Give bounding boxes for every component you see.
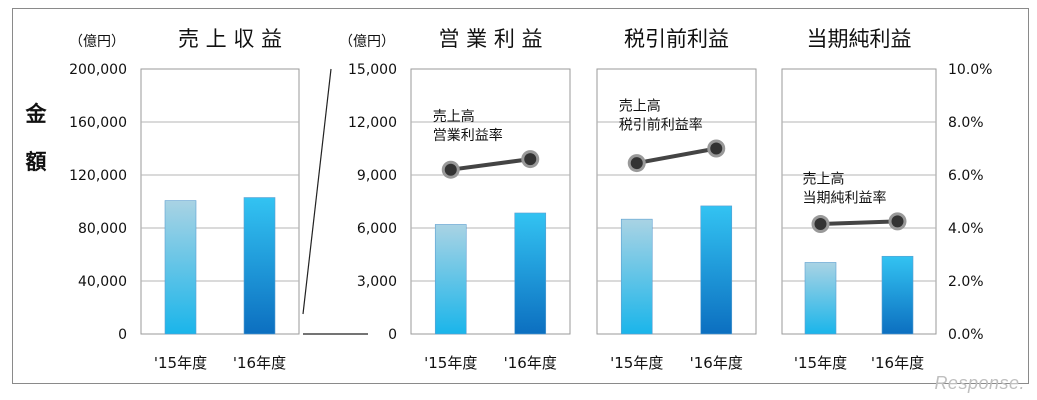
bar: [434, 224, 467, 335]
right-tick-label: 8.0%: [948, 115, 984, 131]
ratio-line: [820, 219, 898, 227]
ratio-marker: [891, 215, 904, 228]
y-tick-label: 3,000: [357, 274, 397, 290]
bar: [700, 205, 733, 335]
ratio-line: [636, 146, 717, 166]
y-tick-label: 80,000: [78, 221, 127, 237]
y-axis-title: 額: [25, 150, 47, 174]
category-label: '15年度: [610, 354, 663, 372]
ratio-marker: [444, 163, 457, 176]
bar: [514, 212, 547, 335]
watermark: Response.: [934, 373, 1025, 393]
ratio-marker: [630, 157, 643, 170]
y-tick-label: 12,000: [348, 115, 397, 131]
ratio-series-label: 税引前利益率: [619, 117, 703, 134]
panel-title: 当期純利益: [807, 27, 912, 51]
ratio-series-label: 売上高: [619, 98, 661, 115]
y-tick-label: 120,000: [69, 168, 127, 184]
y-tick-label: 6,000: [357, 221, 397, 237]
bar: [881, 255, 914, 335]
category-label: '16年度: [504, 354, 557, 372]
bar: [243, 197, 276, 335]
y-tick-label: 200,000: [69, 62, 127, 78]
ratio-series-label: 営業利益率: [433, 127, 503, 144]
bar: [804, 262, 837, 335]
right-tick-label: 2.0%: [948, 274, 984, 290]
y-tick-label: 160,000: [69, 115, 127, 131]
chart-frame: [12, 8, 1029, 384]
category-label: '16年度: [233, 354, 286, 372]
category-label: '16年度: [871, 354, 924, 372]
ratio-series-label: 当期純利益率: [803, 189, 887, 206]
ratio-marker: [814, 218, 827, 231]
panel-title: 税引前利益: [624, 27, 729, 51]
bar: [164, 200, 197, 335]
panel-title: 売 上 収 益: [178, 27, 282, 51]
category-label: '16年度: [690, 354, 743, 372]
ratio-series-label: 売上高: [803, 170, 845, 187]
category-label: '15年度: [794, 354, 847, 372]
y-tick-label: 9,000: [357, 168, 397, 184]
category-label: '15年度: [154, 354, 207, 372]
unit-label: （億円）: [69, 34, 125, 50]
ratio-marker: [710, 142, 723, 155]
scale-connector: [302, 68, 332, 315]
y-tick-label: 0: [118, 327, 127, 343]
bar: [620, 218, 653, 335]
right-tick-label: 10.0%: [948, 62, 992, 78]
right-tick-label: 6.0%: [948, 168, 984, 184]
y-axis-title: 金: [25, 102, 48, 126]
ratio-marker: [524, 153, 537, 166]
right-tick-label: 4.0%: [948, 221, 984, 237]
y-tick-label: 15,000: [348, 62, 397, 78]
y-tick-label: 0: [388, 327, 397, 343]
y-tick-label: 40,000: [78, 274, 127, 290]
panel-title: 営 業 利 益: [438, 27, 542, 51]
ratio-series-label: 売上高: [433, 108, 475, 125]
category-label: '15年度: [424, 354, 477, 372]
unit-label: （億円）: [339, 34, 395, 50]
ratio-line: [450, 157, 531, 172]
right-tick-label: 0.0%: [948, 327, 984, 343]
